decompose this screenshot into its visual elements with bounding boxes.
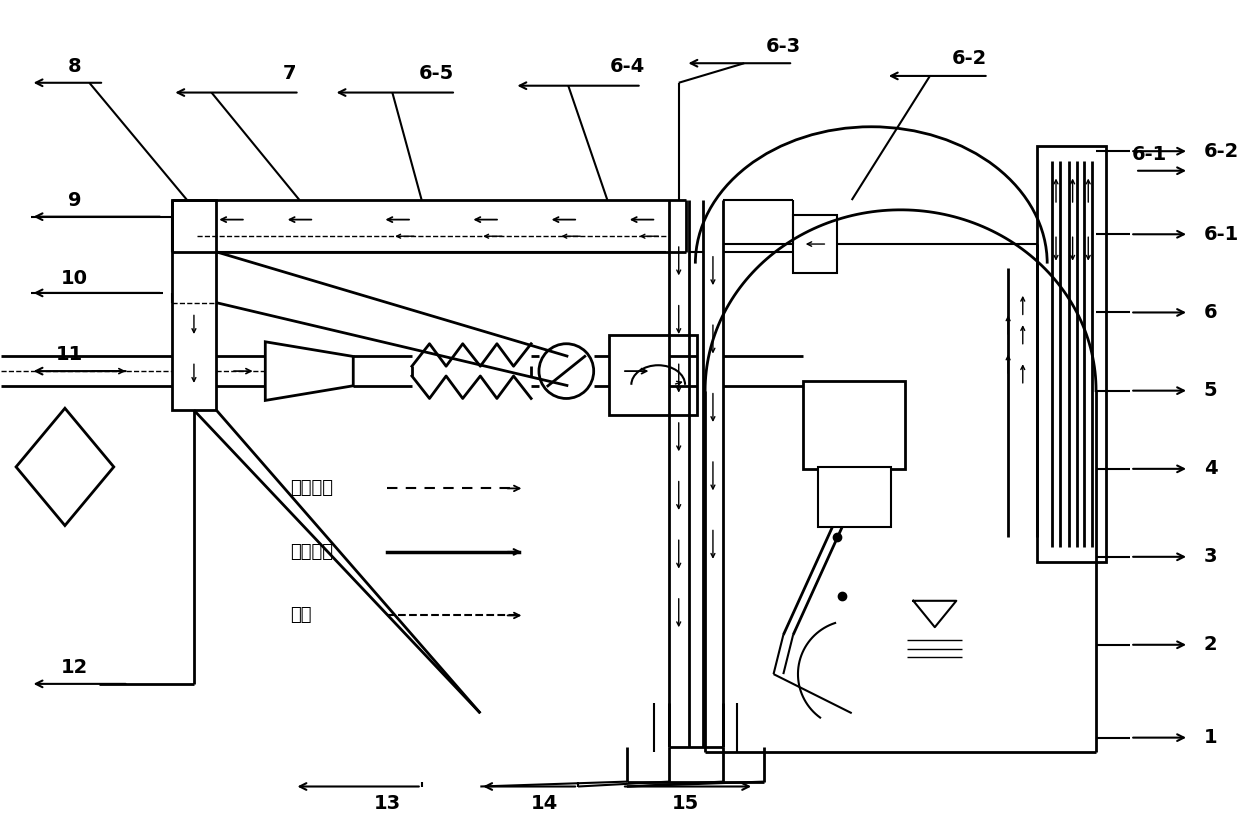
FancyBboxPatch shape xyxy=(1037,147,1106,561)
Text: 6-2: 6-2 xyxy=(1203,142,1239,161)
Circle shape xyxy=(539,344,593,399)
FancyBboxPatch shape xyxy=(610,335,698,415)
Polygon shape xyxy=(265,342,353,401)
Text: 9: 9 xyxy=(68,190,82,210)
Text: 1: 1 xyxy=(1203,728,1217,747)
Text: 10: 10 xyxy=(61,269,88,287)
Text: 7: 7 xyxy=(282,64,296,82)
Text: 15: 15 xyxy=(672,794,699,813)
Text: 2: 2 xyxy=(1203,635,1217,654)
FancyBboxPatch shape xyxy=(793,215,838,273)
Text: 11: 11 xyxy=(56,345,83,364)
Text: 6-2: 6-2 xyxy=(952,49,986,68)
Text: 14: 14 xyxy=(532,794,559,813)
Text: 8: 8 xyxy=(68,57,82,75)
Text: 6-3: 6-3 xyxy=(766,37,800,56)
Text: 12: 12 xyxy=(61,658,88,677)
Text: 13: 13 xyxy=(374,794,401,813)
Text: 5: 5 xyxy=(1203,381,1217,401)
Text: 新鲜空气: 新鲜空气 xyxy=(290,479,333,498)
Text: 机油: 机油 xyxy=(290,607,311,624)
FancyBboxPatch shape xyxy=(803,381,906,468)
FancyBboxPatch shape xyxy=(818,467,891,527)
Text: 6-5: 6-5 xyxy=(419,64,453,82)
Polygon shape xyxy=(16,408,114,525)
Text: 6-4: 6-4 xyxy=(610,57,644,75)
Text: 6: 6 xyxy=(1203,303,1217,322)
Text: 6-1: 6-1 xyxy=(1203,225,1239,244)
Text: 4: 4 xyxy=(1203,459,1217,478)
Text: 活塞漏气: 活塞漏气 xyxy=(290,543,333,561)
FancyBboxPatch shape xyxy=(172,200,217,411)
Text: 6-1: 6-1 xyxy=(1132,145,1167,163)
Text: 3: 3 xyxy=(1203,547,1217,566)
